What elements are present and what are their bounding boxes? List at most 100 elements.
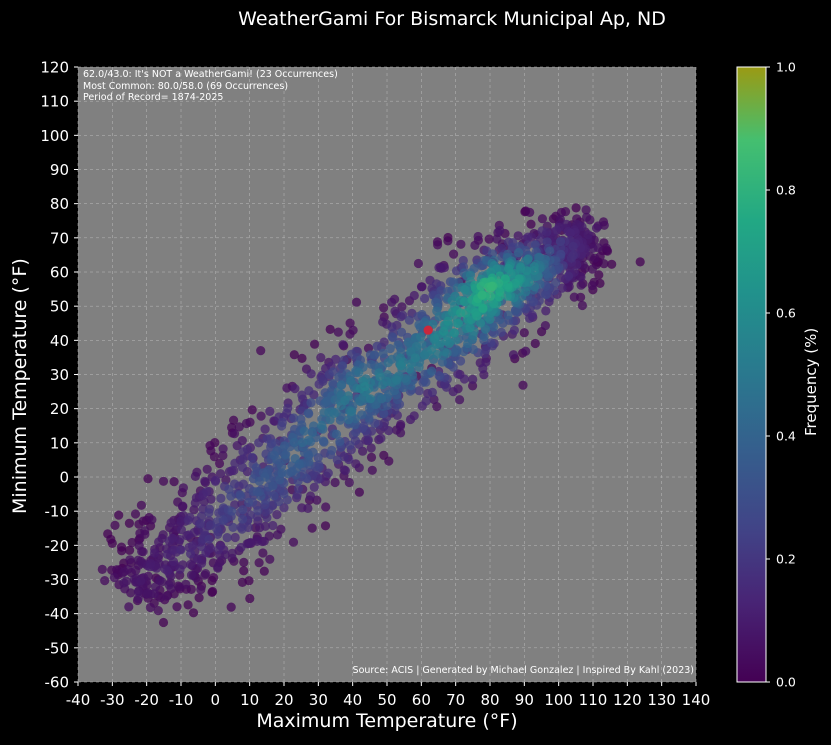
scatter-point	[453, 369, 463, 379]
scatter-point	[183, 515, 193, 525]
scatter-point	[299, 426, 309, 436]
scatter-point	[206, 494, 216, 504]
scatter-point	[339, 452, 349, 462]
scatter-point	[475, 318, 486, 328]
y-tick-label: 30	[50, 366, 69, 384]
scatter-point	[260, 507, 270, 517]
scatter-point	[541, 306, 551, 316]
scatter-point	[421, 396, 431, 406]
y-tick-label: -40	[45, 605, 70, 623]
scatter-point	[495, 286, 505, 296]
scatter-point	[289, 350, 299, 360]
scatter-point	[176, 525, 186, 535]
scatter-point	[136, 500, 146, 510]
scatter-point	[187, 541, 197, 551]
scatter-point	[508, 242, 518, 252]
scatter-point	[153, 606, 163, 616]
scatter-point	[181, 579, 191, 589]
scatter-point	[465, 323, 475, 333]
scatter-point	[503, 282, 513, 292]
scatter-point	[530, 338, 540, 349]
scatter-point	[196, 585, 206, 595]
scatter-point	[234, 422, 244, 432]
x-tick-label: 130	[647, 691, 676, 709]
scatter-point	[387, 297, 397, 307]
x-tick-label: 110	[579, 691, 608, 709]
scatter-point	[318, 436, 328, 446]
annotation-block: 62.0/43.0: It's NOT a WeatherGami! (23 O…	[83, 69, 338, 104]
scatter-point	[409, 411, 419, 421]
scatter-point	[269, 491, 279, 501]
scatter-point	[254, 438, 264, 448]
scatter-point	[229, 415, 239, 425]
scatter-point	[238, 505, 248, 515]
scatter-point	[133, 587, 143, 597]
scatter-point	[307, 428, 317, 438]
scatter-point	[473, 231, 483, 242]
scatter-point	[168, 557, 179, 567]
scatter-point	[436, 286, 446, 296]
scatter-point	[555, 237, 566, 247]
scatter-point	[348, 325, 358, 335]
scatter-point	[236, 542, 246, 553]
scatter-point	[526, 219, 536, 229]
scatter-point	[489, 322, 499, 332]
scatter-point	[216, 493, 226, 503]
scatter-point	[297, 353, 307, 363]
scatter-point	[190, 471, 200, 481]
scatter-point	[201, 569, 211, 579]
scatter-point	[176, 545, 186, 555]
scatter-point	[365, 394, 375, 404]
scatter-point	[238, 447, 248, 457]
scatter-point	[485, 291, 496, 301]
scatter-point	[310, 339, 320, 349]
x-axis-ticks: -40 -30 -20 -10 0 10 20 30 40 50 60 70 80 90 100 110 120…	[66, 682, 710, 709]
scatter-point	[443, 236, 453, 246]
scatter-point	[297, 469, 307, 479]
x-tick-label: 90	[515, 691, 534, 709]
scatter-point	[509, 325, 519, 335]
scatter-point	[397, 302, 407, 312]
scatter-point	[405, 364, 415, 374]
scatter-point	[583, 230, 593, 240]
scatter-point	[199, 526, 209, 536]
scatter-point	[109, 572, 119, 583]
scatter-point	[468, 381, 478, 391]
scatter-point	[270, 438, 280, 448]
scatter-point	[204, 508, 214, 518]
scatter-point	[162, 549, 172, 560]
scatter-point	[433, 240, 443, 250]
scatter-point	[476, 281, 486, 291]
scatter-point	[439, 326, 449, 336]
source-note: Source: ACIS | Generated by Michael Gonz…	[352, 665, 694, 676]
scatter-point	[409, 290, 419, 301]
scatter-point	[455, 308, 466, 318]
scatter-point	[503, 310, 513, 320]
scatter-point	[420, 293, 430, 304]
scatter-point	[518, 380, 528, 390]
scatter-point	[213, 545, 223, 555]
scatter-point	[448, 387, 458, 397]
scatter-point	[346, 376, 356, 386]
scatter-point	[162, 591, 172, 601]
scatter-point	[204, 534, 214, 544]
scatter-point	[226, 602, 236, 612]
scatter-point	[343, 415, 354, 425]
scatter-point	[410, 353, 420, 363]
scatter-point	[514, 287, 524, 297]
x-tick-label: 20	[274, 691, 293, 709]
scatter-point	[186, 570, 197, 580]
scatter-point	[568, 250, 578, 260]
scatter-point	[239, 557, 249, 568]
scatter-point	[186, 549, 196, 559]
scatter-point	[521, 287, 531, 297]
scatter-point	[537, 226, 547, 236]
scatter-point	[524, 277, 534, 287]
scatter-point	[290, 454, 300, 464]
scatter-point	[591, 223, 602, 233]
scatter-point	[337, 361, 348, 371]
scatter-point	[434, 311, 444, 322]
scatter-point	[304, 409, 314, 419]
scatter-point	[565, 228, 576, 238]
